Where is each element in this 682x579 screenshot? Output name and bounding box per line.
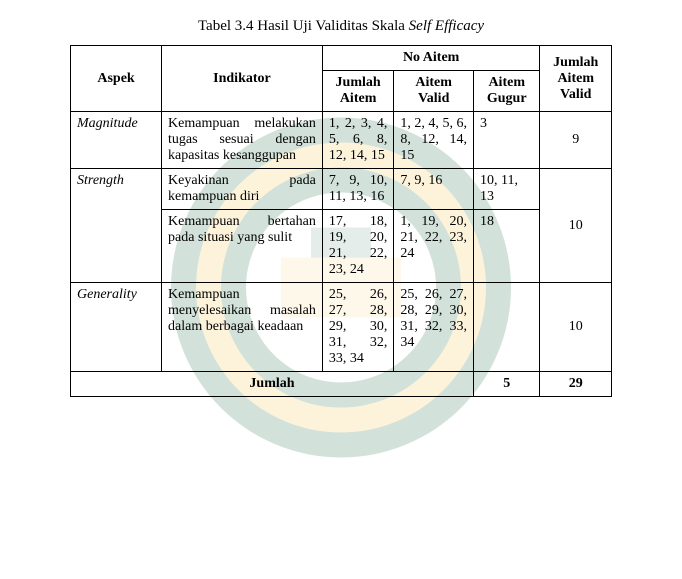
cell-jvalid-generality: 10 — [540, 283, 612, 372]
cell-footer-gugur: 5 — [473, 372, 539, 397]
th-jumlah-aitem: Jumlah Aitem — [322, 71, 394, 112]
cell-footer-valid: 29 — [540, 372, 612, 397]
cell-ind-generality: Kemampuan menyelesaikan masalah dalam be… — [162, 283, 323, 372]
cell-gugur-strength1: 10, 11, 13 — [473, 169, 539, 210]
th-noaitem: No Aitem — [322, 46, 540, 71]
cell-footer-label: Jumlah — [71, 372, 474, 397]
caption-prefix: Tabel 3.4 Hasil Uji Validitas Skala — [198, 18, 409, 34]
cell-ind-magnitude: Kemampuan melakukan tugas sesuai dengan … — [162, 112, 323, 169]
table-caption: Tabel 3.4 Hasil Uji Validitas Skala Self… — [70, 18, 612, 35]
cell-ind-strength1: Keyakinan pada kemampuan diri — [162, 169, 323, 210]
cell-jml-generality: 25, 26, 27, 28, 29, 30, 31, 32, 33, 34 — [322, 283, 394, 372]
cell-gugur-strength2: 18 — [473, 210, 539, 283]
cell-aspek-magnitude: Magnitude — [71, 112, 162, 169]
cell-jvalid-strength: 10 — [540, 169, 612, 283]
cell-valid-strength2: 1, 19, 20, 21, 22, 23, 24 — [394, 210, 474, 283]
cell-jml-strength2: 17, 18, 19, 20, 21, 22, 23, 24 — [322, 210, 394, 283]
cell-jvalid-magnitude: 9 — [540, 112, 612, 169]
cell-valid-magnitude: 1, 2, 4, 5, 6, 8, 12, 14, 15 — [394, 112, 474, 169]
header-row-1: Aspek Indikator No Aitem Jumlah Aitem Va… — [71, 46, 612, 71]
validity-table: Aspek Indikator No Aitem Jumlah Aitem Va… — [70, 45, 612, 397]
row-generality: Generality Kemampuan menyelesaikan masal… — [71, 283, 612, 372]
cell-gugur-magnitude: 3 — [473, 112, 539, 169]
th-aitem-valid: Aitem Valid — [394, 71, 474, 112]
cell-jml-strength1: 7, 9, 10, 11, 13, 16 — [322, 169, 394, 210]
row-footer: Jumlah 5 29 — [71, 372, 612, 397]
row-strength-1: Strength Keyakinan pada kemampuan diri 7… — [71, 169, 612, 210]
cell-valid-generality: 25, 26, 27, 28, 29, 30, 31, 32, 33, 34 — [394, 283, 474, 372]
row-magnitude: Magnitude Kemampuan melakukan tugas sesu… — [71, 112, 612, 169]
cell-valid-strength1: 7, 9, 16 — [394, 169, 474, 210]
cell-aspek-generality: Generality — [71, 283, 162, 372]
cell-jml-magnitude: 1, 2, 3, 4, 5, 6, 8, 12, 14, 15 — [322, 112, 394, 169]
th-aitem-gugur: Aitem Gugur — [473, 71, 539, 112]
th-aspek: Aspek — [71, 46, 162, 112]
caption-italic: Self Efficacy — [409, 18, 484, 34]
cell-gugur-generality — [473, 283, 539, 372]
th-indikator: Indikator — [162, 46, 323, 112]
th-jumlah-valid: Jumlah Aitem Valid — [540, 46, 612, 112]
cell-ind-strength2: Kemampuan bertahan pada situasi yang sul… — [162, 210, 323, 283]
cell-aspek-strength: Strength — [71, 169, 162, 283]
